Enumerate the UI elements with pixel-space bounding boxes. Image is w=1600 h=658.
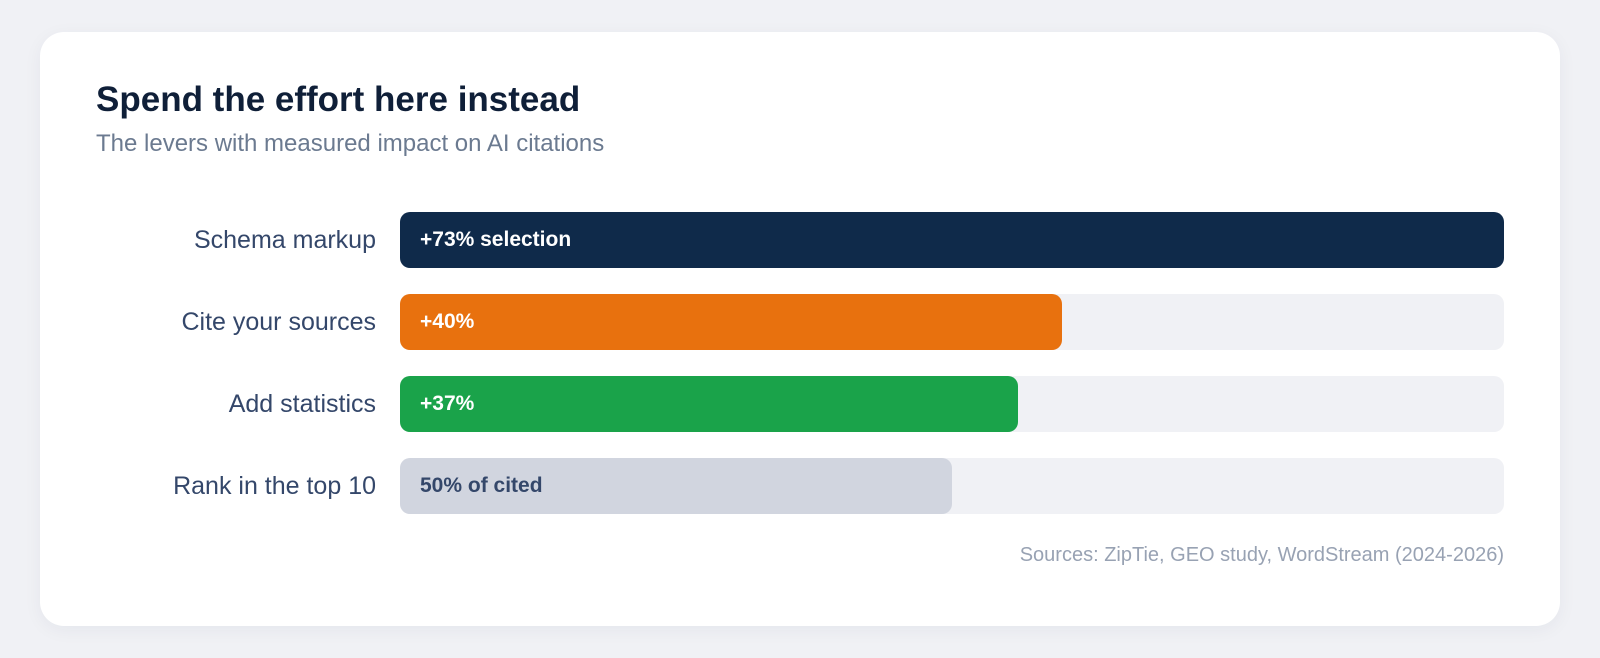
bar: +73% selection [400, 212, 1504, 268]
category-label: Add statistics [228, 390, 376, 418]
category-label: Rank in the top 10 [173, 472, 376, 500]
chart-card: Spend the effort here instead The levers… [40, 32, 1560, 626]
bar-chart: Schema markup +73% selection Cite your sou… [40, 32, 1560, 626]
bar-value-label: 50% of cited [420, 474, 543, 497]
bar-value-label: +37% [420, 392, 475, 415]
bar: +40% [400, 294, 1062, 350]
bar-track: +37% [400, 376, 1504, 432]
bar-row: Schema markup +73% selection [40, 212, 1560, 268]
bar-value-label: +40% [420, 310, 475, 333]
chart-title: Spend the effort here instead [96, 80, 581, 119]
chart-subtitle: The levers with measured impact on AI ci… [96, 130, 605, 157]
bar: 50% of cited [400, 458, 952, 514]
chart-source-note: Sources: ZipTie, GEO study, WordStream (… [1019, 544, 1504, 566]
bar-track: +40% [400, 294, 1504, 350]
bar-row: Cite your sources +40% [40, 294, 1560, 350]
bar-track: 50% of cited [400, 458, 1504, 514]
category-label: Cite your sources [181, 308, 376, 336]
category-label: Schema markup [193, 226, 376, 254]
bar-row: Add statistics +37% [40, 376, 1560, 432]
bar-row: Rank in the top 10 50% of cited [40, 458, 1560, 514]
bar-value-label: +73% selection [420, 228, 572, 251]
bar-track: +73% selection [400, 212, 1504, 268]
bar: +37% [400, 376, 1018, 432]
